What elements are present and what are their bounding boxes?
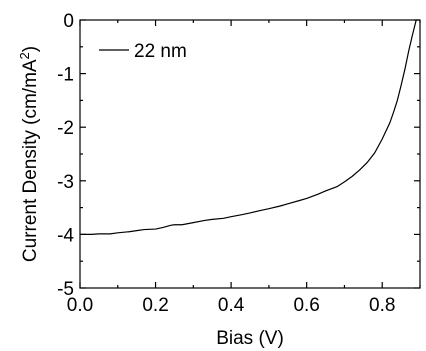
y-tick-label: 0 xyxy=(63,11,74,32)
y-tick-label: -5 xyxy=(57,279,74,300)
y-ticks: 0 -1 -2 -3 -4 -5 xyxy=(57,11,420,300)
x-tick-label: 0.8 xyxy=(369,295,395,316)
y-axis-title-superscript: 2 xyxy=(17,52,32,59)
y-axis-title-main: Current Density (cm/mA xyxy=(20,59,41,262)
y-axis-title-close: ) xyxy=(20,46,41,52)
plot-frame xyxy=(79,19,421,289)
y-axis-title: Current Density (cm/mA2) xyxy=(17,46,41,262)
y-tick-label: -1 xyxy=(57,65,74,86)
x-tick-label: 0.0 xyxy=(67,295,93,316)
x-tick-label: 0.2 xyxy=(142,295,168,316)
legend: 22 nm xyxy=(99,41,187,62)
y-tick-label: -4 xyxy=(57,225,74,246)
x-tick-label: 0.6 xyxy=(293,295,319,316)
legend-label: 22 nm xyxy=(134,41,187,62)
x-axis-title: Bias (V) xyxy=(216,328,284,349)
series-line-22nm xyxy=(80,19,417,235)
y-tick-label: -2 xyxy=(57,118,74,139)
x-tick-label: 0.4 xyxy=(218,295,245,316)
y-tick-label: -3 xyxy=(57,172,74,193)
x-ticks: 0.0 0.2 0.4 0.6 0.8 xyxy=(67,20,421,316)
